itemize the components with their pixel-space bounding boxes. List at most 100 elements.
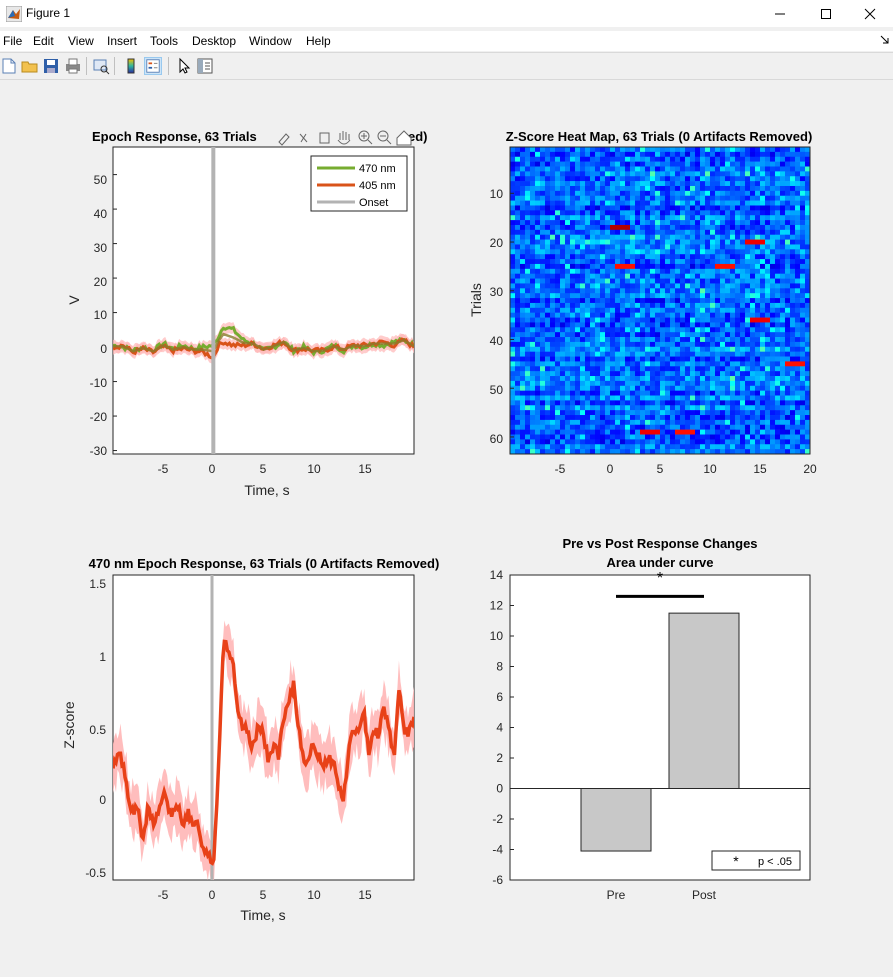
heatmap-cell (640, 263, 646, 270)
heatmap-cell (690, 229, 696, 236)
heatmap-cell (770, 405, 776, 411)
heatmap-cell (615, 254, 621, 260)
heatmap-cell (515, 351, 521, 357)
zoom-in-icon[interactable] (358, 130, 373, 145)
heatmap-cell (710, 410, 716, 416)
heatmap-cell (715, 205, 721, 211)
heatmap-cell (545, 224, 551, 231)
heatmap-cell (790, 147, 796, 153)
heatmap-cell (685, 288, 691, 294)
heatmap-image[interactable] (510, 147, 811, 455)
heatmap-cell (665, 263, 671, 270)
heatmap-cell (545, 434, 551, 440)
heatmap-cell (580, 166, 586, 172)
heatmap-cell (755, 424, 761, 430)
heatmap-cell (625, 424, 631, 430)
heatmap-cell (800, 317, 806, 323)
open-file-icon[interactable] (21, 57, 39, 75)
zscore-axes[interactable] (112, 574, 415, 888)
menu-edit[interactable]: Edit (33, 34, 54, 48)
heatmap-cell (750, 385, 756, 391)
menu-tools[interactable]: Tools (150, 34, 179, 48)
menu-view[interactable]: View (68, 34, 94, 48)
bar-pre[interactable] (580, 788, 652, 852)
heatmap-cell (800, 429, 806, 435)
menu-file[interactable]: File (3, 34, 23, 48)
heatmap-cell (615, 405, 621, 411)
bar-post[interactable] (668, 612, 740, 789)
pointer-icon[interactable] (175, 57, 193, 75)
menu-insert[interactable]: Insert (107, 34, 138, 48)
heatmap-cell (760, 366, 766, 372)
brush-icon[interactable] (278, 133, 290, 146)
heatmap-cell (615, 249, 621, 255)
maximize-button[interactable] (803, 0, 849, 27)
menu-window[interactable]: Window (249, 34, 292, 48)
heatmap-cell (745, 171, 751, 177)
heatmap-cell (525, 410, 531, 416)
heatmap-cell (635, 239, 641, 245)
heatmap-cell (780, 190, 786, 197)
close-icon (864, 8, 876, 19)
heatmap-cell (685, 449, 691, 455)
heatmap-cell (640, 195, 646, 201)
heatmap-cell (630, 385, 636, 391)
heatmap-cell (615, 259, 621, 265)
pan-icon[interactable] (337, 131, 351, 145)
heatmap-cell (565, 181, 571, 187)
heatmap-cell (745, 259, 751, 265)
heatmap-cell (680, 302, 686, 309)
print-preview-icon[interactable] (92, 57, 110, 75)
zoom-out-icon[interactable] (377, 130, 392, 145)
close-button[interactable] (847, 0, 893, 27)
print-icon[interactable] (64, 57, 82, 75)
heatmap-cell (800, 400, 806, 406)
dock-arrow-icon[interactable] (880, 35, 890, 45)
heatmap-cell (565, 307, 571, 313)
heatmap-cell (515, 161, 521, 167)
minimize-button[interactable] (757, 0, 803, 27)
colorbar-icon[interactable] (122, 57, 140, 75)
heatmap-cell (545, 273, 551, 279)
heatmap-cell (590, 244, 596, 250)
legend-icon[interactable] (144, 57, 162, 75)
heatmap-cell (735, 405, 741, 411)
heatmap-cell (545, 278, 551, 284)
property-inspector-icon[interactable] (196, 57, 214, 75)
heatmap-cell (645, 229, 651, 236)
heatmap-cell (625, 185, 631, 192)
heatmap-cell (535, 415, 541, 421)
save-icon[interactable] (42, 57, 60, 75)
heatmap-cell (590, 210, 596, 216)
heatmap-cell (560, 156, 566, 162)
heatmap-cell (605, 444, 611, 450)
heatmap-cell (800, 449, 806, 455)
data-tips-icon[interactable] (299, 133, 308, 143)
new-figure-icon[interactable] (0, 57, 18, 75)
menu-help[interactable]: Help (306, 34, 331, 48)
heatmap-cell (725, 215, 731, 221)
heatmap-cell (800, 249, 806, 255)
heatmap-cell (565, 395, 571, 401)
heatmap-cell (590, 419, 596, 426)
heatmap-cell (540, 371, 546, 377)
heatmap-cell (775, 322, 781, 328)
menu-desktop[interactable]: Desktop (192, 34, 237, 48)
legend-box[interactable]: 470 nm 405 nm Onset (310, 155, 408, 212)
svg-text:10: 10 (307, 888, 321, 902)
heatmap-cell (610, 215, 616, 221)
heatmap-cell (660, 449, 666, 455)
heatmap-cell (780, 220, 786, 226)
bar-axes[interactable] (509, 574, 811, 881)
export-icon[interactable] (319, 132, 330, 144)
heatmap-cell (620, 171, 626, 177)
heatmap-cell (570, 405, 576, 411)
home-icon[interactable] (396, 130, 412, 146)
heatmap-cell (760, 278, 766, 284)
heatmap-cell (595, 371, 601, 377)
heatmap-cell (520, 224, 526, 231)
heatmap-cell (625, 371, 631, 377)
significance-legend[interactable]: * p < .05 (711, 850, 801, 871)
heatmap-cell (525, 312, 531, 318)
heatmap-cell (790, 200, 796, 206)
